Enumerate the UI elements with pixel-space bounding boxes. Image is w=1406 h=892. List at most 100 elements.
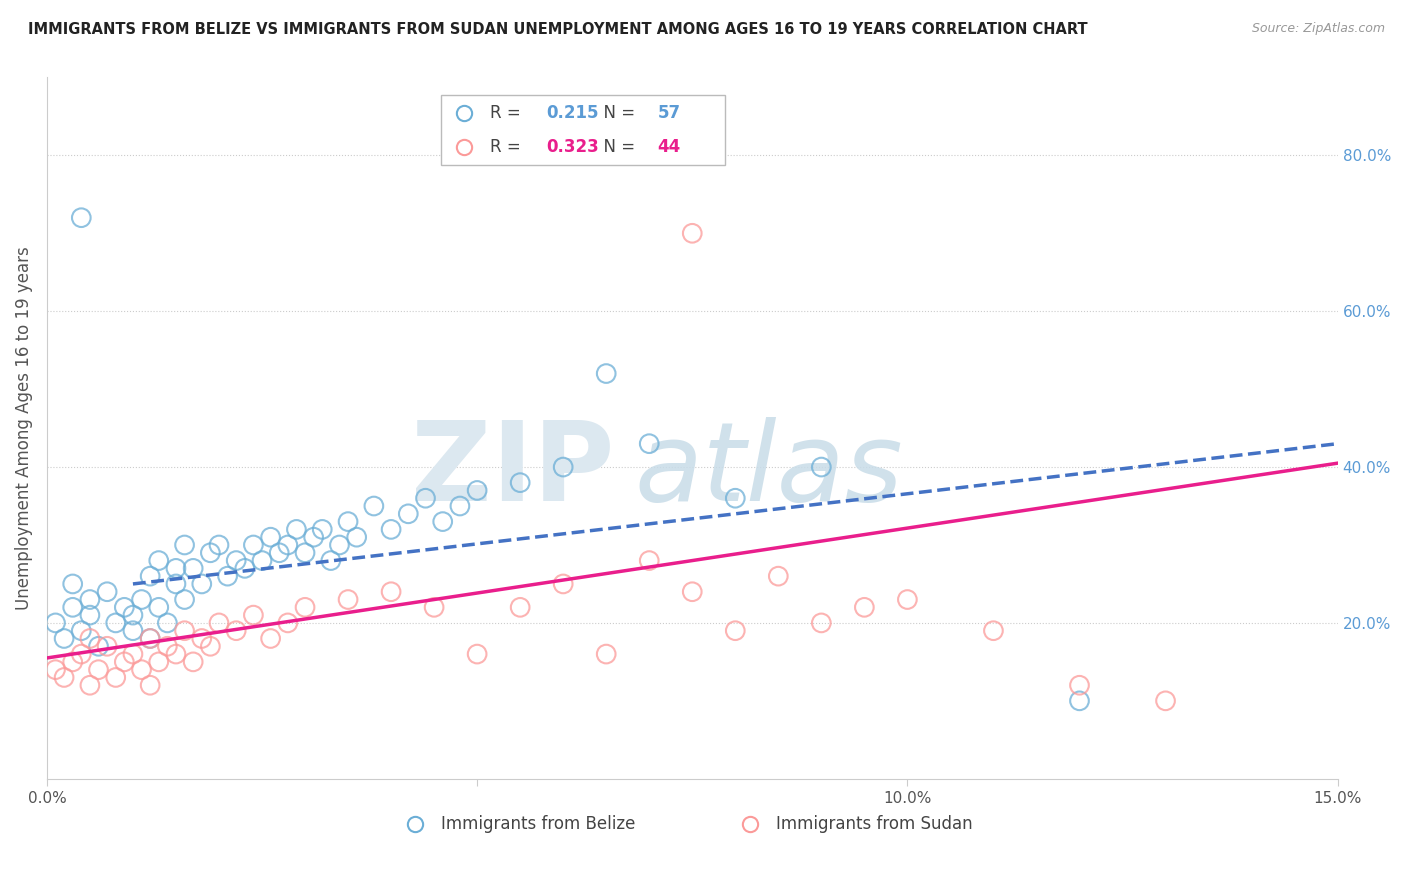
Point <box>122 608 145 623</box>
Point <box>277 538 299 552</box>
Point <box>156 615 179 630</box>
Point <box>1069 694 1091 708</box>
Point <box>79 592 101 607</box>
Point <box>181 655 204 669</box>
Point <box>1069 678 1091 692</box>
Point <box>87 640 110 654</box>
Point <box>173 592 195 607</box>
Point <box>173 538 195 552</box>
Point <box>53 670 76 684</box>
Text: 0.215: 0.215 <box>547 104 599 122</box>
Point <box>79 632 101 646</box>
Point <box>553 577 575 591</box>
Point <box>96 584 118 599</box>
Point <box>259 530 281 544</box>
Point <box>62 600 84 615</box>
Point <box>810 460 832 475</box>
Point <box>465 647 488 661</box>
Point <box>53 632 76 646</box>
Text: Immigrants from Sudan: Immigrants from Sudan <box>776 815 973 833</box>
Point <box>233 561 256 575</box>
Point <box>104 615 127 630</box>
Point <box>337 592 360 607</box>
Point <box>638 553 661 567</box>
Point <box>681 227 703 241</box>
Point <box>225 553 247 567</box>
Text: Immigrants from Belize: Immigrants from Belize <box>440 815 636 833</box>
Point <box>553 460 575 475</box>
Text: R =: R = <box>489 104 526 122</box>
Point <box>191 577 214 591</box>
Point <box>165 577 187 591</box>
Point <box>681 584 703 599</box>
Point <box>139 632 162 646</box>
Point <box>396 507 419 521</box>
Point <box>432 515 454 529</box>
Point <box>225 624 247 638</box>
Point <box>200 546 222 560</box>
Text: R =: R = <box>489 138 526 156</box>
Point <box>319 553 342 567</box>
Point <box>259 632 281 646</box>
Text: N =: N = <box>593 138 640 156</box>
Point <box>217 569 239 583</box>
Point <box>810 615 832 630</box>
Point <box>70 211 93 225</box>
Y-axis label: Unemployment Among Ages 16 to 19 years: Unemployment Among Ages 16 to 19 years <box>15 246 32 610</box>
Point <box>139 632 162 646</box>
FancyBboxPatch shape <box>440 95 724 165</box>
Text: ZIP: ZIP <box>412 417 614 524</box>
Point <box>44 615 66 630</box>
Point <box>70 647 93 661</box>
Point <box>853 600 876 615</box>
Point <box>269 546 291 560</box>
Point <box>302 530 325 544</box>
Point <box>509 475 531 490</box>
Point <box>148 600 170 615</box>
Point <box>363 499 385 513</box>
Point <box>328 538 350 552</box>
Point <box>191 632 214 646</box>
Point <box>139 678 162 692</box>
Point <box>423 600 446 615</box>
Text: Source: ZipAtlas.com: Source: ZipAtlas.com <box>1251 22 1385 36</box>
Point <box>595 367 617 381</box>
Text: N =: N = <box>593 104 640 122</box>
Point <box>148 655 170 669</box>
Point <box>122 624 145 638</box>
Point <box>62 655 84 669</box>
Point <box>415 491 437 506</box>
Point <box>148 553 170 567</box>
Point <box>449 499 471 513</box>
Point <box>724 491 747 506</box>
Point <box>79 678 101 692</box>
Point <box>250 553 273 567</box>
Point <box>724 624 747 638</box>
Point <box>165 647 187 661</box>
Point <box>62 577 84 591</box>
Point <box>465 483 488 498</box>
Point <box>242 608 264 623</box>
Point <box>122 647 145 661</box>
Point <box>1154 694 1177 708</box>
Point <box>156 640 179 654</box>
Point <box>285 522 308 536</box>
Point <box>112 655 135 669</box>
Point <box>139 569 162 583</box>
Text: 0.323: 0.323 <box>547 138 599 156</box>
Point <box>79 608 101 623</box>
Point <box>104 670 127 684</box>
Point <box>294 600 316 615</box>
Point <box>181 561 204 575</box>
Point <box>173 624 195 638</box>
Point <box>983 624 1005 638</box>
Point <box>165 561 187 575</box>
Point <box>44 663 66 677</box>
Point <box>70 624 93 638</box>
Point <box>277 615 299 630</box>
Point <box>242 538 264 552</box>
Point <box>509 600 531 615</box>
Text: atlas: atlas <box>634 417 903 524</box>
Point <box>131 663 153 677</box>
Point <box>380 522 402 536</box>
